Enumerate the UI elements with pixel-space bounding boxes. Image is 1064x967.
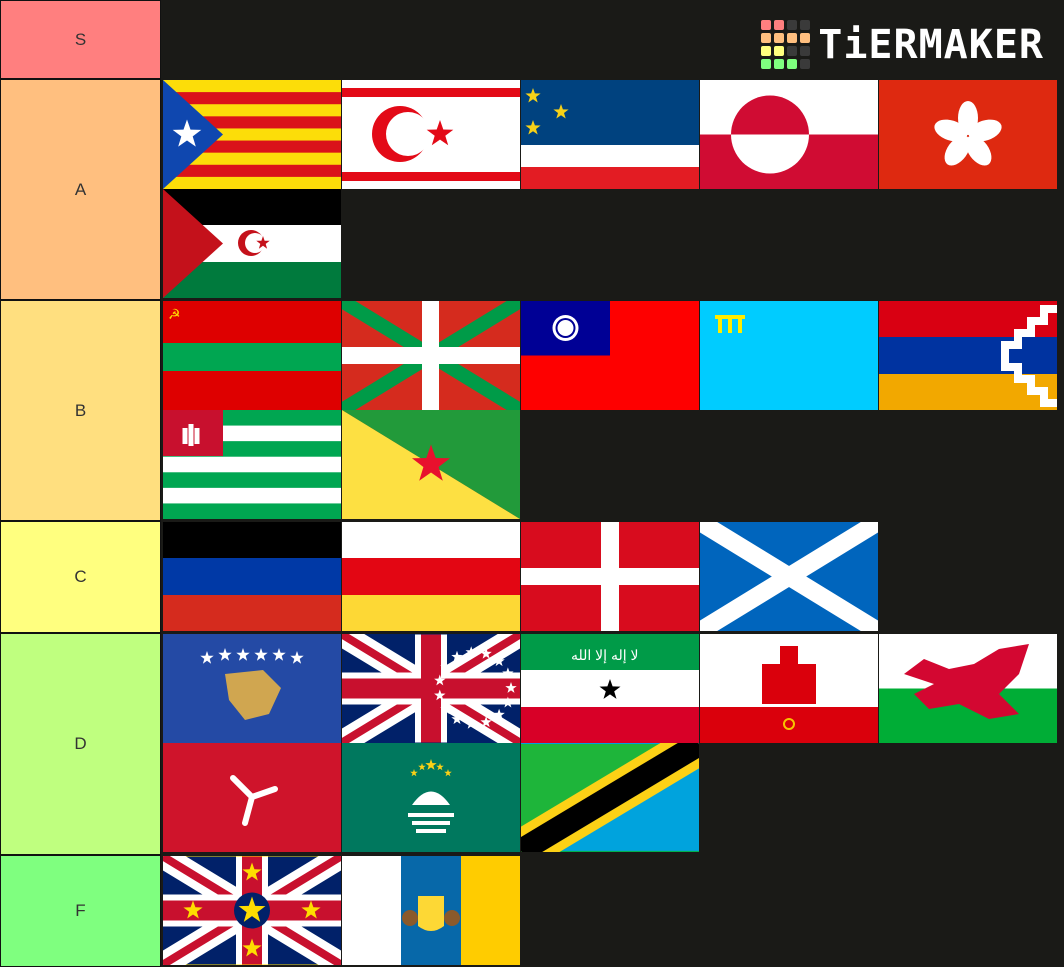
logo-cell <box>787 59 798 69</box>
flag-donetsk[interactable] <box>163 522 342 631</box>
flag-donetsk-icon <box>163 522 341 631</box>
flag-scotland-icon <box>700 522 878 631</box>
logo-cell <box>774 46 785 56</box>
flag-taiwan[interactable] <box>521 301 700 410</box>
flag-red-white-cross-icon <box>521 522 699 631</box>
flag-basque[interactable] <box>342 301 521 410</box>
logo-cell <box>761 59 772 69</box>
flag-cook-islands-icon <box>342 634 520 743</box>
tier-items <box>163 80 1063 298</box>
flag-abkhazia[interactable] <box>163 410 342 519</box>
flag-abkhazia-icon <box>163 410 341 519</box>
tier-row-f: F <box>0 855 1064 967</box>
flag-zanzibar-icon <box>521 743 699 852</box>
flag-transnistria[interactable]: ☭ <box>163 301 342 410</box>
tier-label[interactable]: B <box>0 300 161 521</box>
flag-zanzibar[interactable] <box>521 743 700 852</box>
logo-cell <box>761 33 772 43</box>
flag-macau-icon <box>342 743 520 852</box>
flag-somaliland-icon: لا إله إلا الله <box>521 634 699 743</box>
tier-label[interactable]: A <box>0 79 161 300</box>
tier-label[interactable]: F <box>0 855 161 967</box>
logo-cell <box>774 20 785 30</box>
svg-text:☭: ☭ <box>168 306 181 322</box>
flag-estelada[interactable] <box>163 80 342 189</box>
tier-items: لا إله إلا الله <box>163 634 1063 852</box>
flag-western-sahara-icon <box>163 189 341 298</box>
tier-row-c: C <box>0 521 1064 633</box>
flag-kosovo-icon <box>163 634 341 743</box>
logo-cell <box>787 33 798 43</box>
flag-macau[interactable] <box>342 743 521 852</box>
flag-hong-kong[interactable] <box>879 80 1058 189</box>
logo-cell <box>800 59 811 69</box>
tier-items <box>163 856 1063 965</box>
logo-cell <box>761 20 772 30</box>
flag-crimean-tatar[interactable] <box>700 301 879 410</box>
flag-french-guiana-icon <box>342 410 520 519</box>
logo-cell <box>787 20 798 30</box>
tier-label[interactable]: C <box>0 521 161 633</box>
tier-label[interactable]: S <box>0 0 161 79</box>
flag-red-white-cross[interactable] <box>521 522 700 631</box>
flag-basque-icon <box>342 301 520 410</box>
tier-items <box>163 522 1063 631</box>
flag-northern-cyprus[interactable] <box>342 80 521 189</box>
flag-isle-of-man[interactable] <box>163 743 342 852</box>
flag-gibraltar-icon <box>700 634 878 743</box>
flag-blue-white-red-stars[interactable] <box>521 80 700 189</box>
logo-cell <box>761 46 772 56</box>
logo-cell <box>787 46 798 56</box>
tier-row-d: D لا إله إلا الله <box>0 633 1064 855</box>
tier-row-s: S TiERMAKER <box>0 0 1064 79</box>
flag-canary-islands-icon <box>342 856 520 965</box>
flag-crimean-tatar-icon <box>700 301 878 410</box>
flag-blue-white-red-stars-icon <box>521 80 699 189</box>
logo-text: TiERMAKER <box>818 21 1044 68</box>
flag-greenland[interactable] <box>700 80 879 189</box>
flag-wales[interactable] <box>879 634 1058 743</box>
flag-greenland-icon <box>700 80 878 189</box>
logo-cell <box>774 33 785 43</box>
flag-canary-islands[interactable] <box>342 856 521 965</box>
flag-transnistria-icon: ☭ <box>163 301 341 410</box>
tier-items: ☭ <box>163 301 1063 519</box>
flag-scotland[interactable] <box>700 522 879 631</box>
flag-hong-kong-icon <box>879 80 1057 189</box>
flag-artsakh-icon <box>879 301 1057 410</box>
flag-northern-cyprus-icon <box>342 80 520 189</box>
tier-label[interactable]: D <box>0 633 161 855</box>
logo-cell <box>800 46 811 56</box>
flag-wales-icon <box>879 634 1057 743</box>
flag-kosovo[interactable] <box>163 634 342 743</box>
tiermaker-logo: TiERMAKER <box>761 20 1044 69</box>
flag-niue-icon <box>163 856 341 965</box>
logo-cell <box>774 59 785 69</box>
flag-western-sahara[interactable] <box>163 189 342 298</box>
flag-gibraltar[interactable] <box>700 634 879 743</box>
svg-text:لا إله إلا الله: لا إله إلا الله <box>571 647 638 664</box>
flag-somaliland[interactable]: لا إله إلا الله <box>521 634 700 743</box>
flag-artsakh[interactable] <box>879 301 1058 410</box>
flag-estelada-icon <box>163 80 341 189</box>
flag-taiwan-icon <box>521 301 699 410</box>
flag-south-ossetia-icon <box>342 522 520 631</box>
flag-isle-of-man-icon <box>163 743 341 852</box>
tier-row-b: B ☭ <box>0 300 1064 521</box>
flag-south-ossetia[interactable] <box>342 522 521 631</box>
logo-cell <box>800 33 811 43</box>
logo-cell <box>800 20 811 30</box>
flag-cook-islands[interactable] <box>342 634 521 743</box>
logo-grid-icon <box>761 20 811 69</box>
flag-french-guiana[interactable] <box>342 410 521 519</box>
flag-niue[interactable] <box>163 856 342 965</box>
tier-row-a: A <box>0 79 1064 300</box>
